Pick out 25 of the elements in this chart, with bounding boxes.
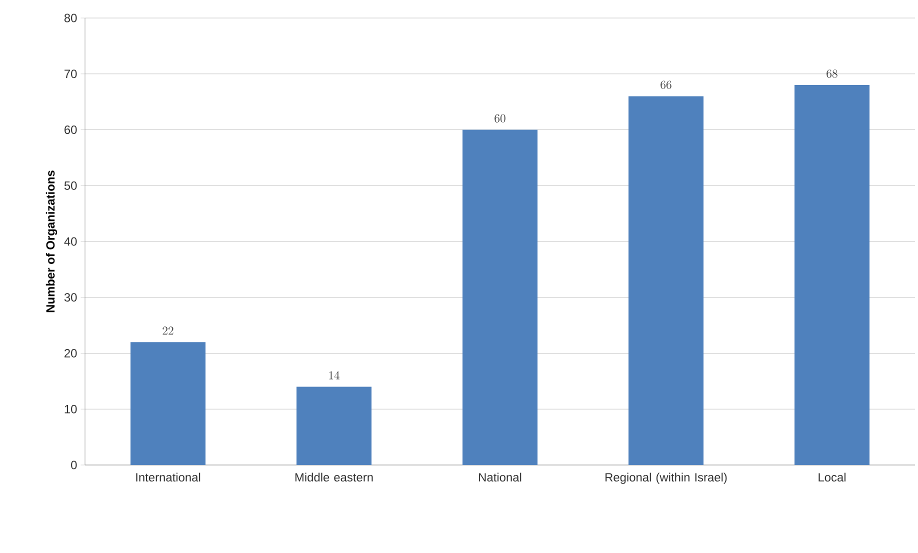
- bar: [628, 96, 704, 465]
- x-tick-label: International: [136, 472, 200, 482]
- data-label: 60: [494, 114, 506, 122]
- bar: [462, 130, 538, 465]
- data-label: 68: [826, 70, 838, 78]
- x-tick-label: Regional (within Israel): [606, 472, 727, 484]
- y-tick-label: 10: [64, 404, 77, 414]
- bar: [794, 85, 870, 465]
- y-tick-label: 30: [64, 293, 77, 302]
- data-label: 66: [660, 80, 672, 89]
- y-axis-title: Number of Organizations: [46, 170, 58, 312]
- x-tick-label: National: [479, 472, 522, 482]
- y-tick-label: 60: [64, 126, 77, 134]
- bar: [296, 386, 372, 465]
- y-tick-label: 50: [64, 181, 77, 190]
- bar: [130, 342, 206, 465]
- y-tick-label: 40: [64, 237, 77, 246]
- y-tick-label: 80: [64, 14, 77, 22]
- x-tick-label: Middle eastern: [295, 472, 373, 482]
- y-tick-label: 20: [64, 349, 77, 358]
- y-tick-label: 0: [71, 460, 77, 470]
- x-tick-label: Local: [818, 472, 846, 482]
- y-tick-label: 70: [64, 70, 77, 78]
- data-label: 22: [162, 326, 174, 335]
- data-label: 14: [329, 371, 340, 380]
